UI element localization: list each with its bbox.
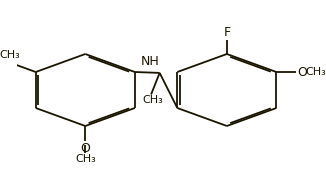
Text: CH₃: CH₃ (142, 95, 163, 105)
Text: CH₃: CH₃ (0, 50, 20, 60)
Text: CH₃: CH₃ (305, 67, 326, 77)
Text: F: F (223, 26, 230, 39)
Text: O: O (80, 142, 90, 155)
Text: O: O (297, 66, 307, 78)
Text: NH: NH (141, 55, 159, 68)
Text: CH₃: CH₃ (75, 154, 96, 164)
